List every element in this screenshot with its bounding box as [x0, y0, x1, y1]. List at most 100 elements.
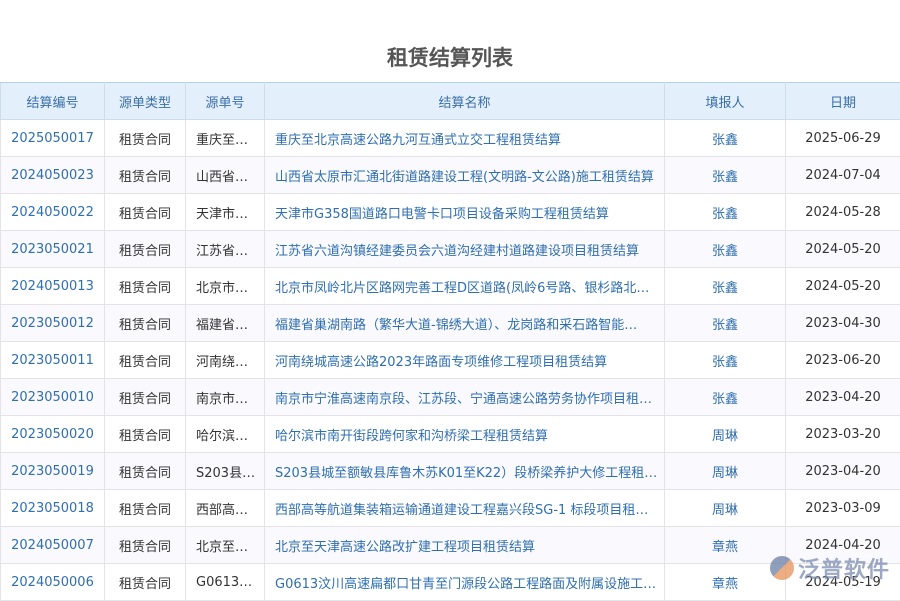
cell-settlement-name[interactable]: 南京市宁淮高速南京段、江苏段、宁通高速公路劳务协作项目租…: [265, 379, 665, 416]
watermark-logo: 泛普软件: [770, 552, 890, 584]
cell-source-no: 南京市…: [186, 379, 265, 416]
cell-reporter[interactable]: 张鑫: [665, 342, 786, 379]
cell-settlement-no[interactable]: 2023050020: [1, 416, 105, 453]
cell-reporter[interactable]: 张鑫: [665, 194, 786, 231]
cell-reporter[interactable]: 周琳: [665, 490, 786, 527]
cell-settlement-no[interactable]: 2024050023: [1, 157, 105, 194]
cell-source-no: 北京至…: [186, 527, 265, 564]
cell-date: 2024-07-04: [786, 157, 900, 194]
cell-source-type: 租赁合同: [105, 268, 186, 305]
cell-source-type: 租赁合同: [105, 564, 186, 601]
cell-date: 2024-05-20: [786, 231, 900, 268]
cell-reporter[interactable]: 章燕: [665, 564, 786, 601]
cell-source-type: 租赁合同: [105, 157, 186, 194]
cell-source-no: 江苏省…: [186, 231, 265, 268]
cell-source-type: 租赁合同: [105, 490, 186, 527]
cell-date: 2023-03-09: [786, 490, 900, 527]
cell-settlement-name[interactable]: 江苏省六道沟镇经建委员会六道沟经建村道路建设项目租赁结算: [265, 231, 665, 268]
cell-reporter[interactable]: 周琳: [665, 453, 786, 490]
cell-settlement-no[interactable]: 2023050012: [1, 305, 105, 342]
cell-settlement-name[interactable]: 西部高等航道集装箱运输通道建设工程嘉兴段SG-1 标段项目租…: [265, 490, 665, 527]
cell-date: 2023-06-20: [786, 342, 900, 379]
cell-reporter[interactable]: 张鑫: [665, 379, 786, 416]
cell-source-no: S203县…: [186, 453, 265, 490]
cell-reporter[interactable]: 张鑫: [665, 305, 786, 342]
cell-settlement-name[interactable]: 重庆至北京高速公路九河互通式立交工程租赁结算: [265, 120, 665, 157]
cell-reporter[interactable]: 章燕: [665, 527, 786, 564]
cell-date: 2023-04-20: [786, 379, 900, 416]
cell-source-type: 租赁合同: [105, 416, 186, 453]
cell-source-no: 山西省…: [186, 157, 265, 194]
cell-date: 2023-04-30: [786, 305, 900, 342]
column-header-date[interactable]: 日期: [786, 83, 900, 120]
cell-date: 2025-06-29: [786, 120, 900, 157]
cell-source-type: 租赁合同: [105, 194, 186, 231]
cell-reporter[interactable]: 周琳: [665, 416, 786, 453]
brand-logo-icon: [770, 556, 794, 580]
cell-source-type: 租赁合同: [105, 231, 186, 268]
cell-settlement-name[interactable]: 北京市凤岭北片区路网完善工程D区道路(凤岭6号路、银杉路北…: [265, 268, 665, 305]
column-header-settlement-name[interactable]: 结算名称: [265, 83, 665, 120]
cell-settlement-name[interactable]: 山西省太原市汇通北街道路建设工程(文明路-文公路)施工租赁结算: [265, 157, 665, 194]
cell-source-no: 北京市…: [186, 268, 265, 305]
cell-source-no: 福建省…: [186, 305, 265, 342]
watermark-text: 泛普软件: [798, 552, 890, 584]
cell-source-type: 租赁合同: [105, 379, 186, 416]
cell-reporter[interactable]: 张鑫: [665, 231, 786, 268]
cell-source-no: G0613…: [186, 564, 265, 601]
cell-source-type: 租赁合同: [105, 305, 186, 342]
cell-date: 2024-05-28: [786, 194, 900, 231]
cell-source-type: 租赁合同: [105, 527, 186, 564]
cell-settlement-name[interactable]: S203县城至额敏县库鲁木苏K01至K22）段桥梁养护大修工程租…: [265, 453, 665, 490]
cell-source-no: 哈尔滨…: [186, 416, 265, 453]
cell-settlement-no[interactable]: 2023050021: [1, 231, 105, 268]
cell-settlement-name[interactable]: 哈尔滨市南开街段跨何家和沟桥梁工程租赁结算: [265, 416, 665, 453]
table-header-row: 结算编号源单类型源单号结算名称填报人日期: [1, 83, 900, 120]
cell-settlement-name[interactable]: 北京至天津高速公路改扩建工程项目租赁结算: [265, 527, 665, 564]
column-header-settlement-no[interactable]: 结算编号: [1, 83, 105, 120]
column-header-source-type[interactable]: 源单类型: [105, 83, 186, 120]
cell-settlement-no[interactable]: 2024050006: [1, 564, 105, 601]
cell-settlement-no[interactable]: 2024050007: [1, 527, 105, 564]
column-header-source-no[interactable]: 源单号: [186, 83, 265, 120]
cell-settlement-no[interactable]: 2023050010: [1, 379, 105, 416]
cell-settlement-name[interactable]: 福建省巢湖南路（繁华大道-锦绣大道）、龙岗路和采石路智能…: [265, 305, 665, 342]
cell-settlement-no[interactable]: 2025050017: [1, 120, 105, 157]
cell-reporter[interactable]: 张鑫: [665, 120, 786, 157]
cell-date: 2024-05-20: [786, 268, 900, 305]
cell-source-no: 河南绕…: [186, 342, 265, 379]
cell-settlement-no[interactable]: 2024050013: [1, 268, 105, 305]
cell-source-type: 租赁合同: [105, 342, 186, 379]
cell-source-no: 西部高…: [186, 490, 265, 527]
cell-reporter[interactable]: 张鑫: [665, 268, 786, 305]
cell-settlement-name[interactable]: 河南绕城高速公路2023年路面专项维修工程项目租赁结算: [265, 342, 665, 379]
cell-settlement-no[interactable]: 2024050022: [1, 194, 105, 231]
cell-settlement-name[interactable]: G0613汶川高速扁都口甘青至门源段公路工程路面及附属设施工…: [265, 564, 665, 601]
cell-source-no: 重庆至…: [186, 120, 265, 157]
column-header-reporter[interactable]: 填报人: [665, 83, 786, 120]
cell-date: 2023-04-20: [786, 453, 900, 490]
cell-settlement-no[interactable]: 2023050011: [1, 342, 105, 379]
cell-source-no: 天津市…: [186, 194, 265, 231]
page-title: 租赁结算列表: [0, 42, 900, 72]
cell-reporter[interactable]: 张鑫: [665, 157, 786, 194]
cell-settlement-name[interactable]: 天津市G358国道路口电警卡口项目设备采购工程租赁结算: [265, 194, 665, 231]
cell-settlement-no[interactable]: 2023050018: [1, 490, 105, 527]
cell-settlement-no[interactable]: 2023050019: [1, 453, 105, 490]
cell-source-type: 租赁合同: [105, 120, 186, 157]
cell-source-type: 租赁合同: [105, 453, 186, 490]
